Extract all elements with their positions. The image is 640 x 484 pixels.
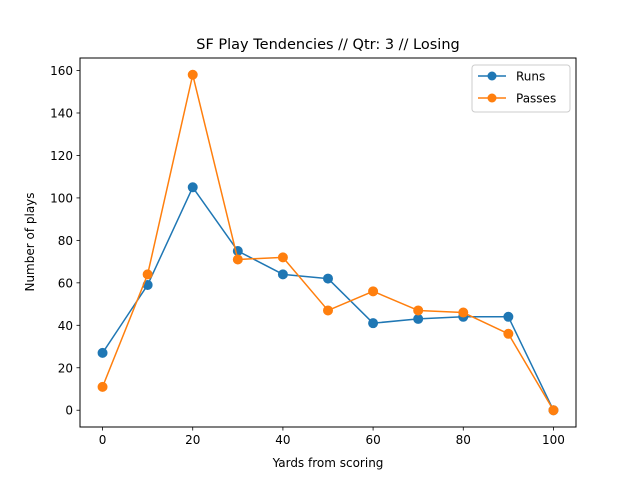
y-axis-label: Number of plays [23,192,37,291]
data-point-passes [368,286,379,297]
data-point-passes [142,269,153,280]
y-tick-label: 100 [50,191,73,205]
axes-frame [79,57,577,428]
y-tick-label: 140 [50,106,73,120]
data-point-runs [323,273,333,284]
series-line-passes [101,74,555,412]
x-tick-label: 40 [275,433,290,447]
data-point-runs [368,318,379,329]
y-tick-label: 120 [50,149,73,163]
data-point-passes [97,381,108,392]
data-point-passes [458,307,469,318]
legend-label-runs: Runs [516,70,545,84]
data-point-runs [277,269,288,280]
y-tick-label: 0 [65,404,73,418]
y-tick-label: 20 [58,361,73,375]
data-point-passes [503,328,514,339]
data-point-passes [277,252,288,263]
data-point-runs [503,311,514,322]
x-tick-label: 0 [99,433,107,447]
y-tick-label: 80 [58,234,73,248]
data-point-passes [187,69,198,80]
data-point-passes [232,254,243,265]
y-tick-label: 60 [58,276,73,290]
data-point-passes [323,305,333,316]
data-point-passes [548,405,559,416]
series-line-runs [101,186,555,412]
legend-marker-runs [487,71,497,81]
axes-layer: 0 20 40 60 80 100 0 20 40 60 80 100 120 140 160 [50,57,577,447]
chart-title: SF Play Tendencies // Qtr: 3 // Losing [196,37,459,53]
data-point-runs [413,313,424,324]
x-tick-label: 20 [185,433,200,447]
legend-label-passes: Passes [516,92,556,106]
data-point-passes [413,305,424,316]
plot-layer [97,69,559,416]
y-tick-label: 160 [50,64,73,78]
x-tick-label: 60 [365,433,380,447]
legend-marker-passes [487,93,497,103]
x-tick-label: 80 [456,433,471,447]
data-point-runs [97,347,108,358]
legend: Runs Passes [471,64,571,113]
y-tick-label: 40 [58,319,73,333]
x-axis-label: Yards from scoring [272,456,384,470]
data-point-runs [187,182,198,193]
x-tick-label: 100 [542,433,565,447]
